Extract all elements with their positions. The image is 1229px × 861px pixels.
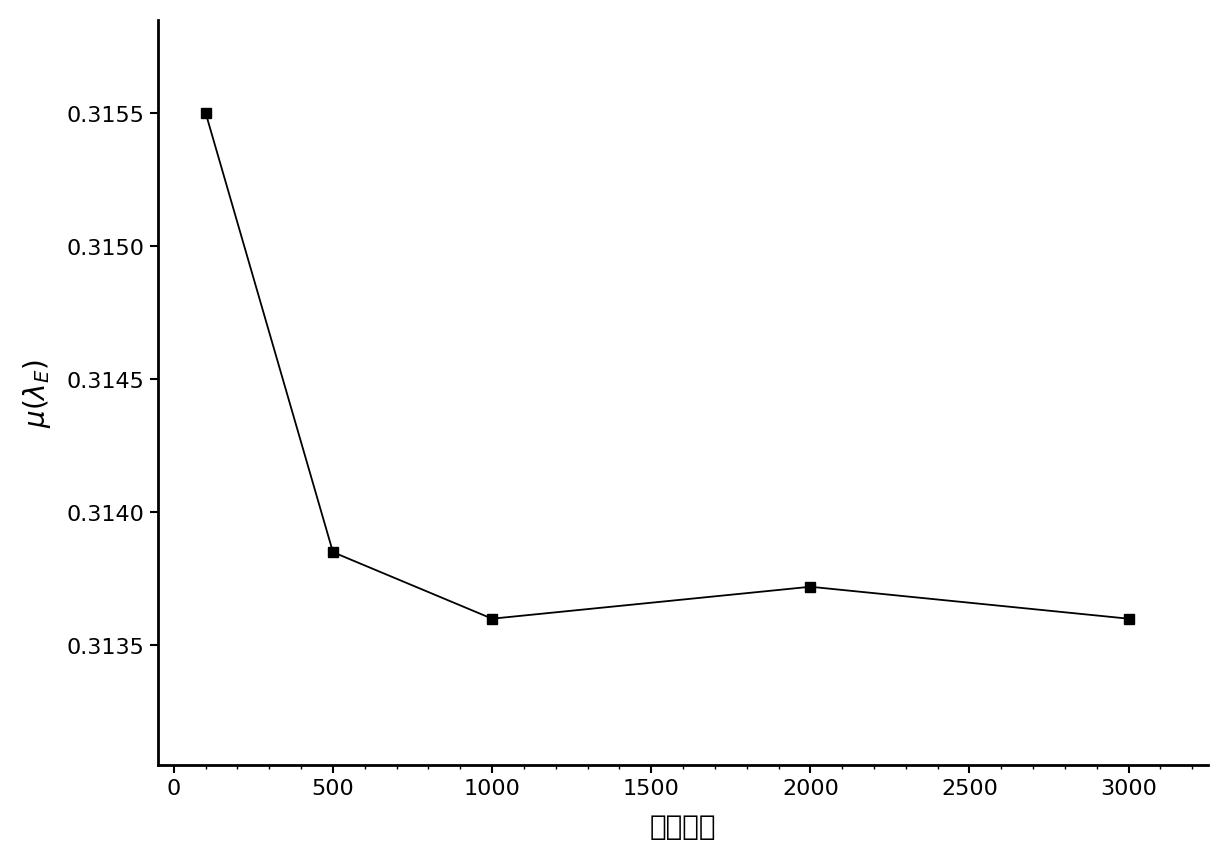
Y-axis label: $\mu(\lambda_E)$: $\mu(\lambda_E)$ [21, 359, 53, 427]
X-axis label: 样本数量: 样本数量 [650, 812, 717, 840]
